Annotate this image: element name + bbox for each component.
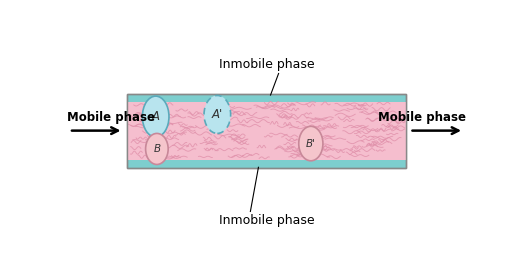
Ellipse shape (142, 96, 169, 137)
Ellipse shape (146, 134, 168, 164)
Bar (127, 94, 406, 168)
Text: Mobile phase: Mobile phase (378, 111, 466, 124)
Ellipse shape (204, 95, 231, 134)
Ellipse shape (298, 126, 323, 161)
Text: A': A' (212, 108, 223, 121)
Text: Mobile phase: Mobile phase (67, 111, 155, 124)
Text: A: A (152, 110, 160, 123)
Text: Inmobile phase: Inmobile phase (219, 214, 314, 227)
Text: B: B (153, 144, 161, 154)
Text: B': B' (306, 139, 316, 149)
Bar (127, 102, 406, 160)
Text: Inmobile phase: Inmobile phase (219, 58, 314, 71)
Bar (127, 94, 406, 168)
